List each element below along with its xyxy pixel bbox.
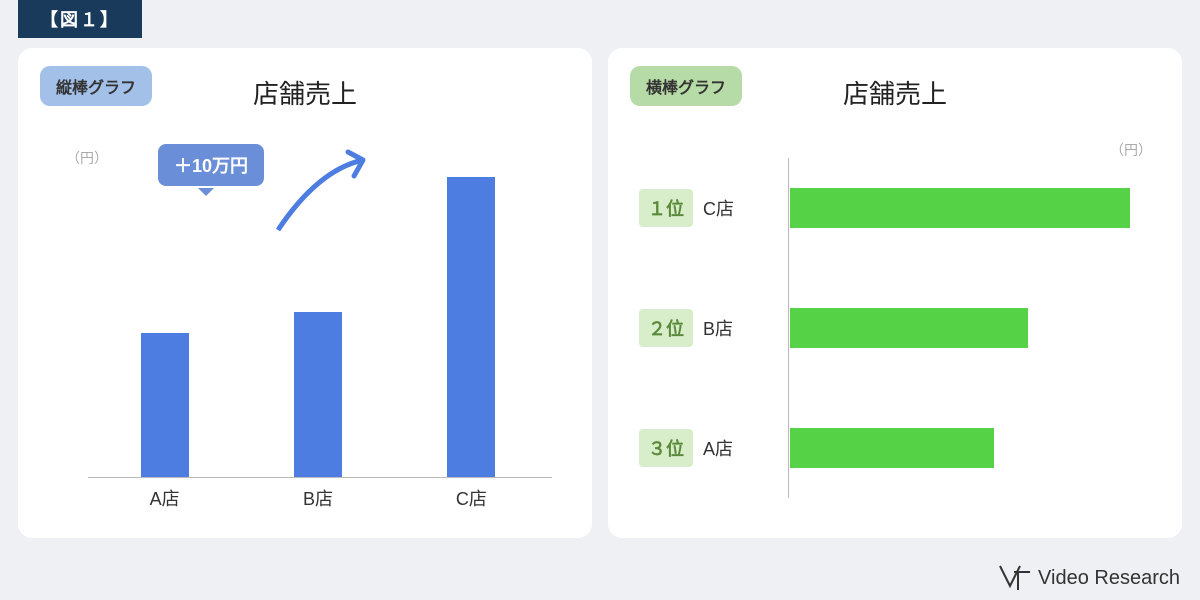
hrow-2: ２位 B店: [789, 308, 1142, 348]
callout-text: ＋10万円: [174, 156, 248, 176]
hrow-label-1: C店: [703, 195, 763, 221]
logo-icon: [998, 564, 1032, 592]
vertical-chart-area: A店 B店 C店: [88, 178, 552, 478]
horizontal-bar-panel: 横棒グラフ 店舗売上 （円） １位 C店 ２位 B店 ３位 A店: [608, 48, 1182, 538]
vbar-c: [447, 177, 495, 477]
vbar-b: [294, 312, 342, 477]
panels-container: 縦棒グラフ 店舗売上 （円） ＋10万円 A店 B店 C店 横棒グラフ 店舗売上…: [18, 48, 1182, 538]
hrow-label-2: B店: [703, 315, 763, 341]
vlabel-a: A店: [125, 485, 205, 511]
rank-badge-3: ３位: [639, 429, 693, 467]
vlabel-c: C店: [431, 485, 511, 511]
hbar-1: [790, 188, 1130, 228]
vertical-bar-panel: 縦棒グラフ 店舗売上 （円） ＋10万円 A店 B店 C店: [18, 48, 592, 538]
figure-badge: 【図１】: [18, 0, 142, 38]
logo-text: Video Research: [1038, 567, 1180, 590]
vbar-a: [141, 333, 189, 477]
hbar-2: [790, 308, 1028, 348]
vertical-chart-unit: （円）: [66, 148, 108, 168]
vertical-chart-tag: 縦棒グラフ: [40, 66, 152, 106]
rank-badge-2: ２位: [639, 309, 693, 347]
hrow-3: ３位 A店: [789, 428, 1142, 468]
horizontal-chart-tag: 横棒グラフ: [630, 66, 742, 106]
horizontal-chart-unit: （円）: [1110, 140, 1152, 160]
brand-logo: Video Research: [998, 564, 1180, 592]
hrow-1: １位 C店: [789, 188, 1142, 228]
rank-badge-1: １位: [639, 189, 693, 227]
horizontal-chart-area: １位 C店 ２位 B店 ３位 A店: [788, 158, 1142, 498]
hrow-label-3: A店: [703, 435, 763, 461]
vlabel-b: B店: [278, 485, 358, 511]
hbar-3: [790, 428, 994, 468]
